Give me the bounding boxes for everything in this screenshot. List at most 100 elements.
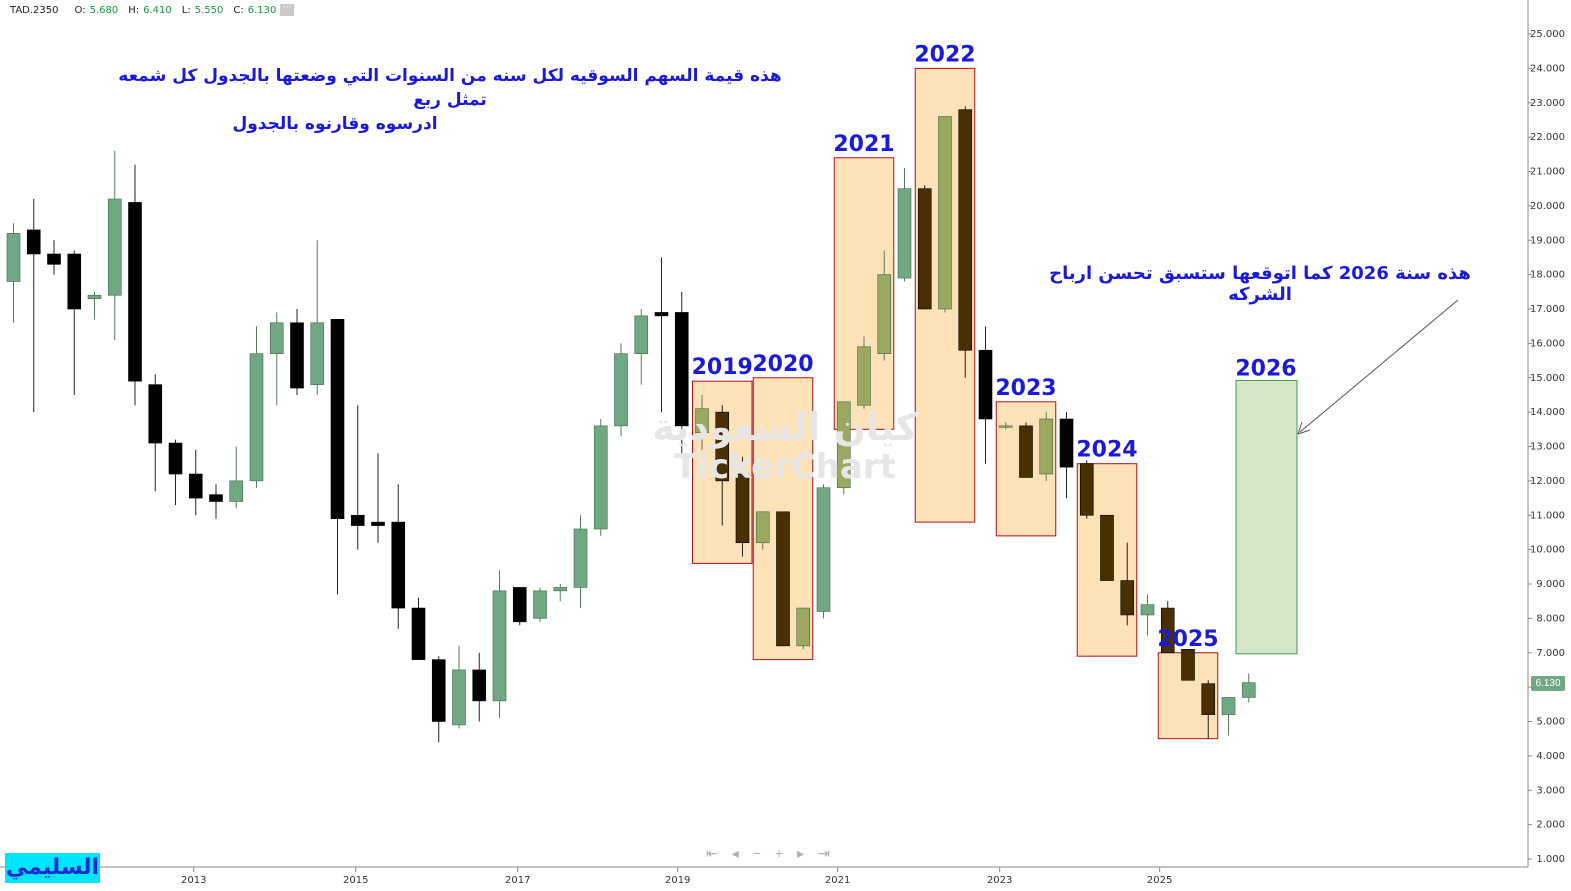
candle-body — [877, 274, 892, 354]
zoom-out-icon[interactable]: − — [752, 845, 761, 861]
candle — [796, 607, 811, 650]
watermark-layer: كيان السعودية TickerChart — [652, 405, 918, 487]
candle-body — [1059, 418, 1074, 468]
candle — [249, 326, 264, 488]
forecast-2026-box — [1235, 380, 1298, 655]
candle-body — [188, 473, 203, 499]
candle-body — [148, 384, 163, 444]
forecast-arrow-head — [1297, 421, 1311, 435]
candle-body — [269, 322, 284, 354]
next-icon[interactable]: ▸ — [797, 845, 805, 861]
candle — [695, 394, 709, 450]
candle-body — [67, 253, 82, 310]
candle — [836, 401, 851, 495]
y-tick-label: 20.000 — [1530, 201, 1565, 212]
candle-body — [654, 312, 669, 317]
candle-body — [1100, 514, 1114, 581]
annotation-top-line2: ادرسوه وقارنوه بالجدول — [232, 114, 438, 134]
candle-body — [533, 590, 547, 619]
candle — [715, 405, 730, 526]
candle — [593, 419, 608, 536]
year-label: 2025 — [1157, 627, 1218, 652]
y-tick-label: 22.000 — [1530, 132, 1565, 143]
candle-body — [512, 587, 527, 623]
candle-body — [958, 109, 973, 351]
candle — [776, 511, 790, 647]
candle-body — [998, 425, 1013, 428]
candle — [857, 336, 871, 409]
forecast-arrow-line — [1299, 299, 1459, 433]
candle — [1079, 460, 1094, 519]
zoom-in-icon[interactable]: + — [774, 845, 784, 861]
y-tick-label: 25.000 — [1530, 29, 1565, 40]
candle-body — [1201, 683, 1216, 715]
prev-icon[interactable]: ◂ — [731, 845, 739, 861]
close-label: C: — [233, 4, 244, 16]
year-label-2026: 2026 — [1235, 357, 1296, 382]
candle — [269, 312, 284, 406]
candle-body — [857, 346, 871, 406]
watermark-arabic: كيان السعودية — [652, 405, 918, 449]
candle — [917, 185, 932, 310]
y-tick-label: 23.000 — [1530, 98, 1565, 109]
last-icon[interactable]: ⇥ — [818, 845, 830, 861]
candle-body — [168, 442, 183, 475]
candle-body — [249, 353, 264, 482]
x-tick-label: 2017 — [505, 875, 530, 886]
menu-dots-icon[interactable]: ··· — [280, 4, 295, 16]
candle-body — [573, 528, 588, 588]
candle — [1221, 697, 1236, 736]
candle — [229, 446, 244, 509]
year-label: 2019 — [692, 355, 753, 380]
candle-body — [452, 669, 466, 726]
candle-body — [107, 198, 122, 296]
candle-body — [553, 587, 568, 592]
high-label: H: — [128, 4, 140, 16]
y-tick-label: 4.000 — [1536, 751, 1565, 762]
candle — [431, 656, 446, 743]
candle — [553, 584, 568, 602]
candle-body — [695, 408, 709, 434]
candle-body — [1241, 682, 1256, 698]
year-label: 2023 — [995, 376, 1056, 401]
candle-body — [614, 353, 628, 427]
candle-body — [1019, 425, 1033, 478]
first-icon[interactable]: ⇤ — [706, 845, 718, 861]
candle-body — [1181, 649, 1195, 681]
y-tick-label: 12.000 — [1530, 476, 1565, 487]
y-tick-label: 14.000 — [1530, 407, 1565, 418]
candle-body — [6, 233, 21, 282]
close-value: 6.130 — [247, 4, 277, 16]
candle-body — [26, 229, 41, 255]
symbol-label[interactable]: TAD.2350 — [10, 4, 59, 16]
candle-body — [87, 294, 102, 299]
candle — [47, 240, 61, 275]
y-tick-label: 9.000 — [1536, 579, 1565, 590]
candle-body — [431, 659, 446, 722]
candle — [735, 456, 750, 557]
candle — [573, 515, 588, 609]
y-tick-label: 7.000 — [1536, 648, 1565, 659]
y-tick-label: 13.000 — [1530, 442, 1565, 453]
y-tick-label: 16.000 — [1530, 338, 1565, 349]
open-label: O: — [74, 4, 86, 16]
candle — [1160, 601, 1175, 654]
y-tick-label: 11.000 — [1530, 510, 1565, 521]
candle-body — [593, 425, 608, 530]
candle-body — [715, 411, 730, 482]
candle-body — [371, 521, 385, 526]
candle — [87, 291, 102, 320]
candle — [411, 597, 426, 660]
candle — [877, 250, 892, 361]
candle-body — [411, 607, 426, 660]
candle-body — [735, 473, 750, 544]
candle — [310, 240, 325, 395]
y-tick-label: 17.000 — [1530, 304, 1565, 315]
candle — [1019, 422, 1033, 478]
candle-body — [1160, 607, 1175, 654]
candle — [371, 453, 385, 543]
candle — [1039, 412, 1054, 481]
candle-body — [1120, 580, 1135, 616]
annotation-forecast: هذه سنة 2026 كما اتوقعها ستسبق تحسن اربا… — [1049, 263, 1471, 305]
